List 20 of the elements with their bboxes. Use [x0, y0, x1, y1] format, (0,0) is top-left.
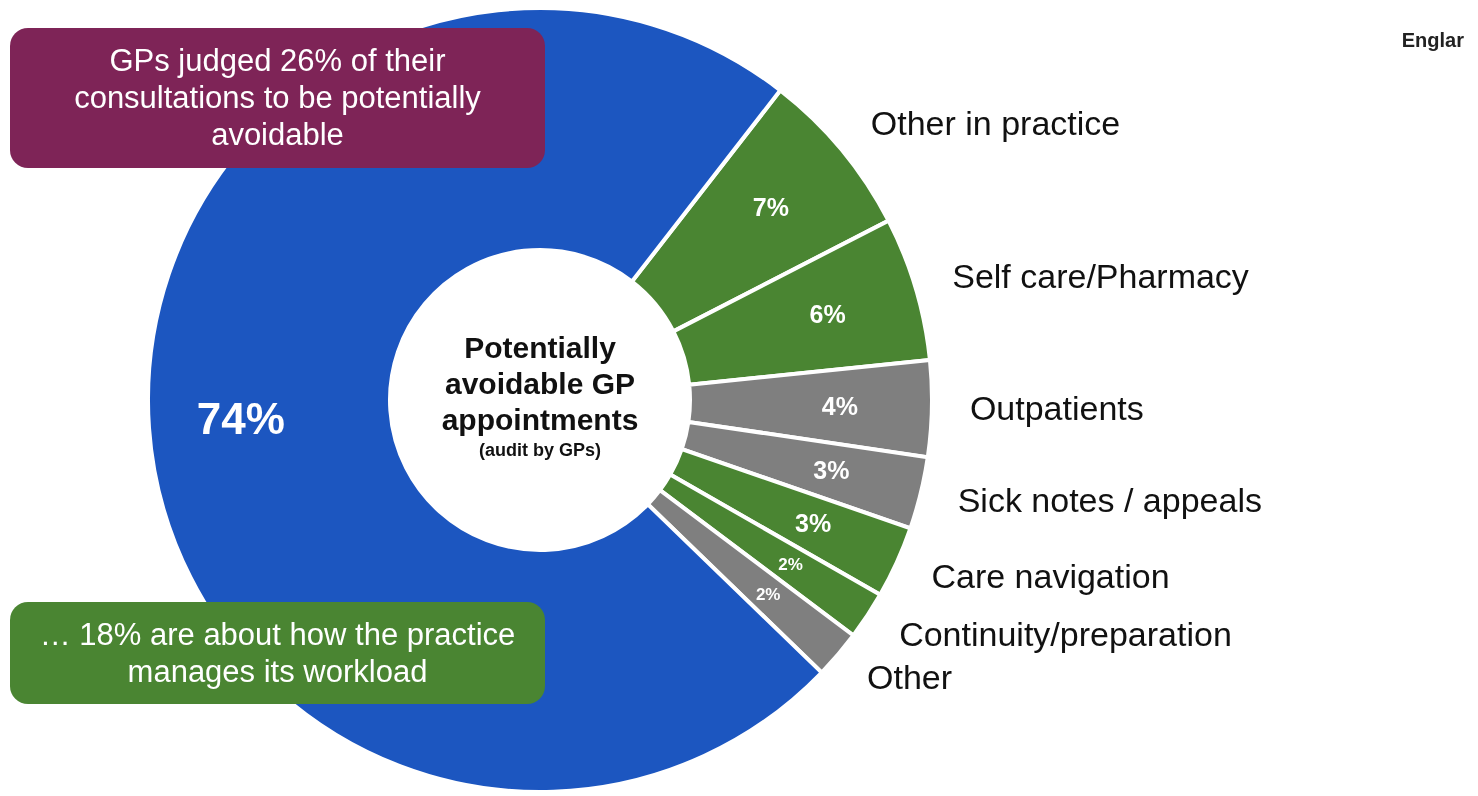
data-label: 3%	[813, 456, 850, 485]
data-label: 74%	[196, 394, 285, 444]
slice-label: Sick notes / appeals	[957, 481, 1262, 520]
text: GPs judged 26% of their consultations to be potentially avoidable	[10, 28, 545, 168]
text: … 18% are about how the practice manages its workload	[10, 602, 545, 705]
text: (audit by GPs)	[478, 440, 602, 461]
data-label: 7%	[752, 193, 789, 222]
slice-label: Outpatients	[969, 388, 1144, 427]
text: Potentially avoidable GP appointments	[440, 330, 640, 438]
slice-label: Continuity/preparation	[899, 615, 1232, 654]
data-label: 2%	[755, 584, 781, 604]
data-label: 2%	[778, 554, 803, 574]
text: Englar	[1400, 28, 1465, 53]
data-label: 6%	[809, 299, 846, 328]
slice-label: Other in practice	[870, 104, 1121, 143]
slice-label: Care navigation	[931, 556, 1170, 595]
slice-label: Self care/Pharmacy	[952, 256, 1249, 295]
slice-label: Other	[867, 658, 953, 697]
data-label: 3%	[795, 509, 832, 538]
data-label: 4%	[821, 391, 858, 420]
